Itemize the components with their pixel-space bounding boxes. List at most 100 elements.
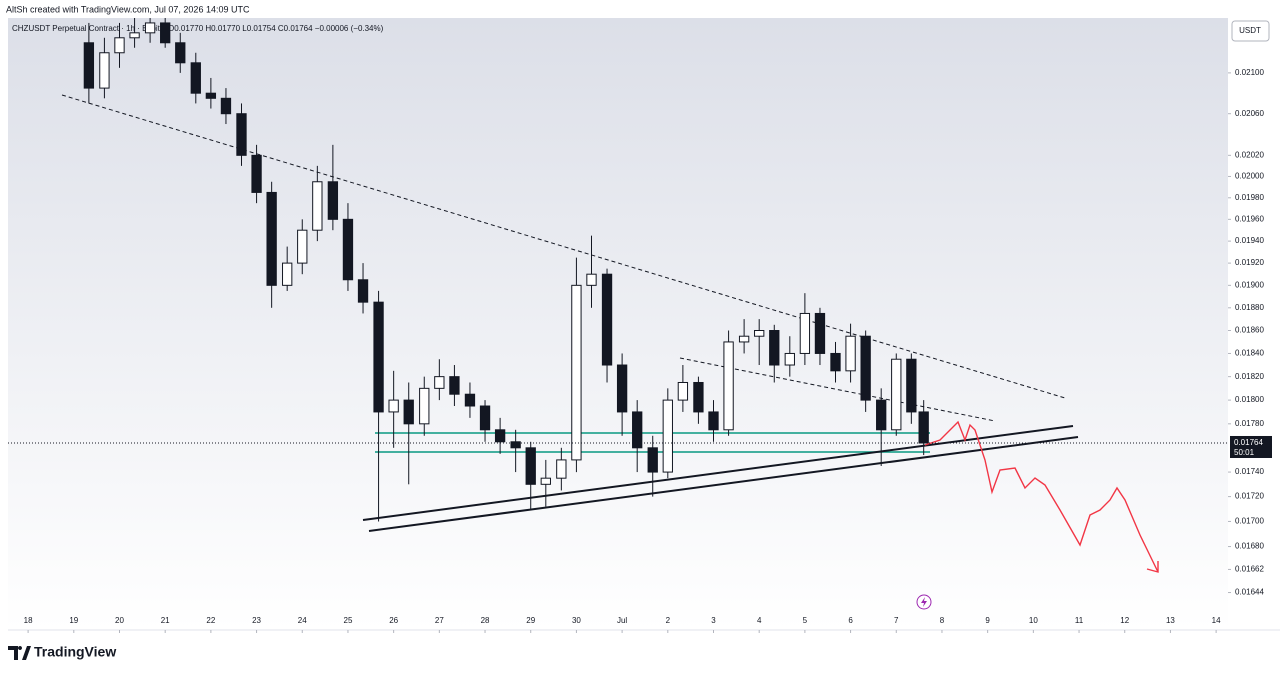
candle-body xyxy=(738,335,750,343)
candle-body xyxy=(647,447,658,473)
candle-body xyxy=(632,411,643,449)
candle-body xyxy=(388,399,399,413)
y-tick-label: 0.01740 xyxy=(1235,467,1264,476)
x-tick-label: 28 xyxy=(481,616,490,625)
x-tick-label: 20 xyxy=(115,616,124,625)
x-tick-label: 2 xyxy=(666,616,671,625)
x-tick-label: 12 xyxy=(1120,616,1129,625)
candles xyxy=(83,18,929,522)
x-tick-label: 24 xyxy=(298,616,307,625)
last-price-label: 0.01764 xyxy=(1234,438,1263,447)
y-tick-label: 0.02020 xyxy=(1235,150,1264,159)
x-tick-label: 19 xyxy=(69,616,78,625)
candle-body xyxy=(677,381,689,401)
x-tick-label: 14 xyxy=(1212,616,1221,625)
candle-body xyxy=(403,399,414,425)
x-tick-label: 13 xyxy=(1166,616,1175,625)
candle-body xyxy=(129,32,140,39)
candle-body xyxy=(494,429,506,443)
candle-body xyxy=(586,273,597,286)
y-tick-label: 0.01940 xyxy=(1235,236,1264,245)
x-tick-label: 18 xyxy=(24,616,33,625)
currency[interactable]: USDT xyxy=(1239,26,1261,35)
ohlc-legend: O0.01770 H0.01770 L0.01754 C0.01764 −0.0… xyxy=(168,24,384,33)
y-tick-label: 0.01840 xyxy=(1235,349,1264,358)
logo: TradingView xyxy=(8,644,116,660)
candle-body xyxy=(540,477,551,485)
candle-body xyxy=(891,358,902,431)
candle-body xyxy=(160,22,171,44)
y-tick-label: 0.01960 xyxy=(1235,214,1264,223)
y-tick-label: 0.02000 xyxy=(1235,172,1264,181)
currency-box[interactable] xyxy=(1231,20,1270,42)
y-tick-label: 0.01662 xyxy=(1235,565,1264,574)
projection-path xyxy=(924,420,1159,573)
candle-body xyxy=(525,447,536,485)
candle-body xyxy=(434,376,445,389)
candle-body xyxy=(845,335,856,372)
y-tick-label: 0.01680 xyxy=(1235,542,1264,551)
support-line xyxy=(368,436,1079,532)
header: AltSh created with TradingView.com, Jul … xyxy=(6,4,250,14)
y-tick-label: 0.01980 xyxy=(1235,193,1264,202)
x-tick-label: 21 xyxy=(161,616,170,625)
candle-body xyxy=(175,42,186,64)
inner-resistance-line xyxy=(679,357,996,422)
brand: TradingView xyxy=(34,644,116,660)
candle-body xyxy=(769,330,780,366)
y-tick-label: 0.01700 xyxy=(1235,517,1264,526)
x-tick-label: 8 xyxy=(940,616,945,625)
support-lines xyxy=(362,420,1159,573)
candle-body xyxy=(114,37,125,54)
candle-body xyxy=(251,154,262,193)
candle-body xyxy=(723,341,734,431)
candle-body xyxy=(784,352,795,366)
candle-body xyxy=(693,381,704,413)
candle-body xyxy=(799,312,811,354)
y-tick-label: 0.01780 xyxy=(1235,419,1264,428)
candle-body xyxy=(342,218,354,281)
x-tick-label: 3 xyxy=(711,616,716,625)
last-price-box xyxy=(1230,435,1272,458)
y-tick-label: 0.01860 xyxy=(1235,326,1264,335)
candle-body xyxy=(464,393,476,407)
candle-body xyxy=(312,181,323,231)
y-tick-label: 0.01880 xyxy=(1235,303,1264,312)
candle-body xyxy=(860,335,871,401)
candle-body xyxy=(830,352,841,372)
candle-body xyxy=(236,113,247,156)
candle-body xyxy=(754,330,765,337)
candle-body xyxy=(373,301,384,413)
candle-body xyxy=(616,364,628,413)
candle-body xyxy=(419,387,430,425)
x-tick-label: 9 xyxy=(985,616,990,625)
candle-body xyxy=(266,191,277,286)
candle-body xyxy=(297,229,308,264)
y-tick-label: 0.01900 xyxy=(1235,280,1264,289)
y-tick-label: 0.02060 xyxy=(1235,109,1264,118)
countdown: 50:01 xyxy=(1234,448,1255,457)
y-tick-label: 0.02100 xyxy=(1235,68,1264,77)
candle-body xyxy=(282,262,293,286)
projection-arrowhead xyxy=(1146,561,1159,573)
candle-body xyxy=(449,376,460,395)
x-tick-label: 30 xyxy=(572,616,581,625)
plot-background xyxy=(8,18,1228,630)
candle-body xyxy=(571,284,582,461)
price-axis-background xyxy=(1228,18,1280,630)
candle-body xyxy=(918,411,929,444)
x-tick-label: 10 xyxy=(1029,616,1038,625)
x-tick-label: 11 xyxy=(1075,616,1084,625)
candle-body xyxy=(510,441,521,449)
event-icon-bolt xyxy=(921,597,927,607)
x-tick-label: 23 xyxy=(252,616,261,625)
candle-body xyxy=(556,459,567,479)
y-tick-label: 0.01720 xyxy=(1235,492,1264,501)
candle-body xyxy=(83,42,95,89)
x-tick-label: 29 xyxy=(526,616,535,625)
candle-body xyxy=(190,62,201,94)
y-tick-label: 0.01920 xyxy=(1235,258,1264,267)
candle-body xyxy=(327,181,339,220)
